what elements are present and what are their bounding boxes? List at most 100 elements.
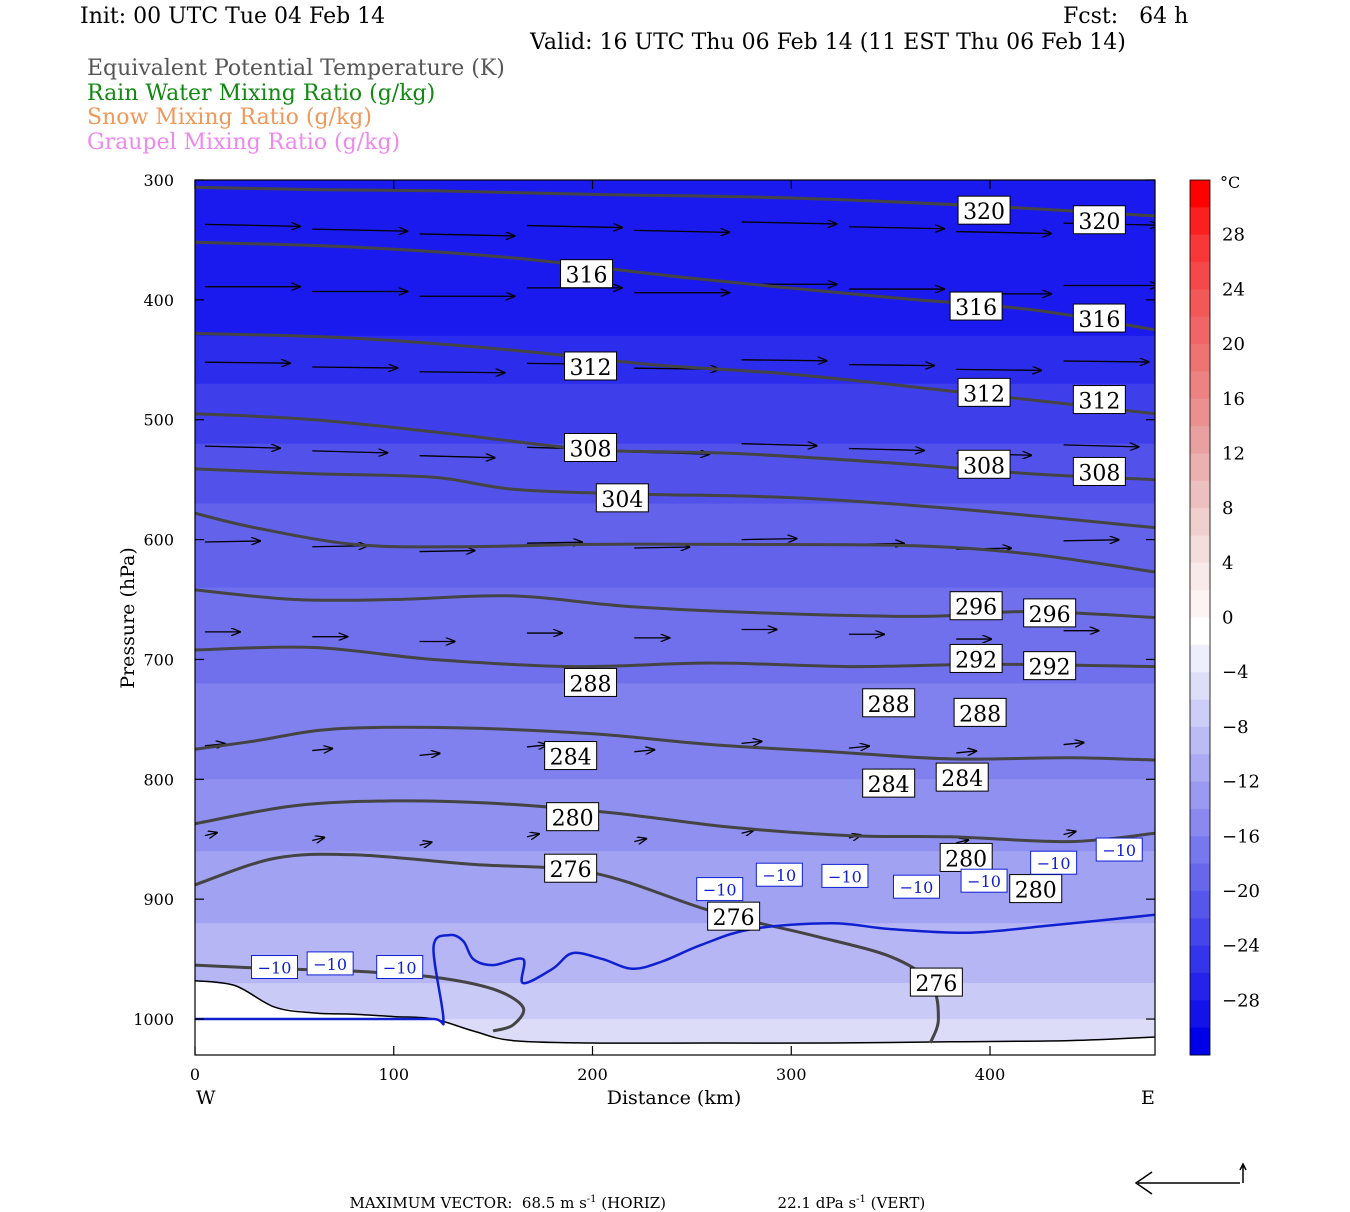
isotherm-label-box	[755, 862, 803, 887]
wind-vector	[741, 741, 762, 743]
colorbar-label: 4	[1222, 553, 1233, 574]
isotherm-label-box	[960, 868, 1008, 893]
wind-vector	[741, 830, 754, 833]
y-tick-label: 900	[143, 890, 174, 909]
contour-label-292: 292	[955, 648, 997, 673]
contour-label-276: 276	[713, 906, 755, 931]
isotherm-label-box	[251, 955, 299, 979]
colorbar-swatch	[1190, 426, 1210, 454]
isotherm-label: −10	[900, 878, 934, 897]
colorbar-label: 16	[1222, 389, 1245, 410]
contour-label-284: 284	[868, 773, 910, 798]
contour-label-296: 296	[1029, 603, 1071, 628]
terrain-fill	[195, 980, 1155, 1055]
contour-label-box	[1072, 456, 1126, 486]
contour-label-box	[546, 802, 600, 832]
wind-vector	[204, 446, 280, 448]
contour-label-box	[560, 259, 614, 289]
x-axis-title: Distance (km)	[607, 1087, 742, 1109]
temperature-band	[195, 287, 1155, 337]
wind-vector	[848, 448, 924, 450]
temperature-band	[195, 335, 1155, 385]
wind-vector	[312, 837, 324, 840]
wind-vector	[526, 226, 622, 228]
colorbar-label: −4	[1222, 662, 1249, 683]
isotherm-label: −10	[703, 881, 737, 900]
contour-label-box	[1072, 385, 1126, 415]
reference-vector-icon	[1134, 1162, 1247, 1195]
x-tick-label: 400	[975, 1065, 1006, 1084]
wind-vector	[204, 224, 300, 226]
colorbar-swatch	[1190, 398, 1210, 427]
wind-vector	[741, 222, 837, 224]
contour-label-316: 316	[566, 264, 608, 289]
temperature-band	[195, 383, 1155, 445]
wind-vector	[634, 839, 646, 842]
y-tick-label: 400	[143, 291, 174, 310]
contour-label-box	[909, 967, 963, 997]
max-vector-vert: 22.1 dPa s-1 (VERT)	[768, 1176, 926, 1212]
colorbar-label: 20	[1222, 334, 1245, 355]
contour-label-288: 288	[959, 702, 1001, 727]
wind-vector	[741, 360, 827, 361]
field-legend-1: Rain Water Mixing Ratio (g/kg)	[87, 81, 436, 106]
colorbar-label: −8	[1222, 717, 1249, 738]
contour-label-308: 308	[1078, 461, 1120, 486]
wind-vector	[1063, 540, 1119, 541]
colorbar-swatch	[1190, 535, 1210, 564]
contour-label-box	[862, 688, 916, 718]
isotherm-label: −10	[383, 959, 417, 978]
wind-vector	[1063, 743, 1084, 745]
colorbar-swatch	[1190, 644, 1210, 673]
y-tick-label: 800	[143, 770, 174, 789]
wind-vector	[526, 745, 547, 747]
theta-e-contour-284	[195, 799, 1155, 844]
contour-label-284: 284	[941, 767, 983, 792]
contour-label-280: 280	[945, 847, 987, 872]
wind-vector	[1063, 445, 1139, 447]
temperature-band	[195, 683, 1155, 781]
field-legend-3: Graupel Mixing Ratio (g/kg)	[87, 130, 401, 155]
wind-vector	[419, 456, 495, 458]
colorbar-swatch	[1190, 945, 1210, 974]
colorbar-swatch	[1190, 972, 1210, 1001]
contour-label-box	[564, 351, 618, 381]
colorbar-swatch	[1190, 316, 1210, 345]
contour-label-box	[595, 483, 649, 513]
x-tick-label: 200	[577, 1065, 608, 1084]
x-tick-label: 300	[776, 1065, 807, 1084]
isotherm-label-box	[1030, 850, 1078, 875]
contour-label-box	[939, 842, 993, 872]
contour-label-box	[1023, 651, 1077, 681]
wind-vector	[634, 547, 689, 548]
wind-vector	[419, 753, 440, 755]
wind-vector	[956, 232, 1051, 234]
y-tick-label: 300	[143, 171, 174, 190]
plot-frame	[194, 179, 1156, 1056]
colorbar-label: −24	[1222, 936, 1260, 957]
wind-vector	[419, 234, 515, 236]
contour-label-316: 316	[955, 296, 997, 321]
horiz-unit: (HORIZ)	[596, 1194, 667, 1212]
colorbar-swatch	[1190, 617, 1210, 646]
wind-vector	[848, 227, 944, 229]
colorbar-swatch	[1190, 863, 1210, 892]
forecast-hour: Fcst: 64 h	[1063, 4, 1189, 29]
contour-label-box	[949, 291, 1003, 321]
east-label: E	[1141, 1087, 1155, 1109]
colorbar-swatch	[1190, 262, 1210, 290]
wind-vector	[848, 746, 869, 748]
colorbar-frame	[1189, 179, 1211, 1056]
colorbar-swatch	[1190, 699, 1210, 728]
contour-label-320: 320	[963, 200, 1005, 225]
colorbar-swatch	[1190, 453, 1210, 482]
contour-label-box	[935, 762, 989, 792]
colorbar-label: 8	[1222, 498, 1233, 519]
colorbar-swatch	[1190, 1027, 1210, 1056]
colorbar-label: −12	[1222, 772, 1260, 793]
colorbar-label: 12	[1222, 443, 1245, 464]
contour-label-box	[1023, 598, 1077, 628]
colorbar-swatch	[1190, 234, 1210, 263]
contour-label-276: 276	[550, 858, 592, 883]
